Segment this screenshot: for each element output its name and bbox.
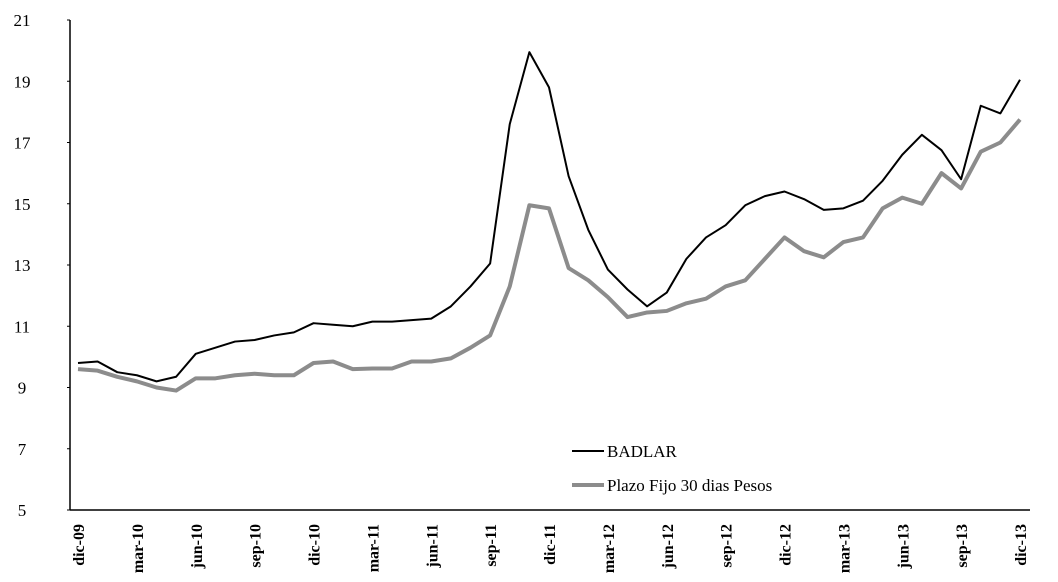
x-tick-label: dic-13 [1013,524,1030,566]
legend-label: Plazo Fijo 30 dias Pesos [607,476,772,495]
legend-label: BADLAR [607,442,678,461]
x-tick-label: dic-10 [307,524,324,566]
y-tick-label: 7 [18,440,27,459]
y-tick-label: 5 [18,501,27,520]
y-tick-label: 9 [18,379,27,398]
line-series [77,51,1021,383]
y-tick-label: 13 [14,256,31,275]
x-tick-label: dic-11 [542,524,559,565]
x-tick-label: sep-10 [248,524,265,568]
x-tick-label: dic-09 [71,524,88,566]
x-tick-label: sep-12 [719,524,736,568]
x-tick-label: jun-13 [895,524,912,569]
y-tick-label: 21 [14,11,31,30]
x-tick-label: sep-11 [483,524,500,567]
x-tick-label: mar-10 [130,524,147,573]
x-tick-label: dic-12 [778,524,795,566]
x-tick-label: jun-11 [424,524,441,569]
x-tick-label: jun-10 [189,524,206,569]
x-tick-label: mar-12 [601,524,618,573]
y-tick-label: 15 [14,195,31,214]
x-tick-label: sep-13 [954,524,971,568]
line-series [77,118,1022,393]
y-tick-label: 19 [14,72,31,91]
x-tick-label: mar-13 [836,524,853,573]
y-tick-label: 11 [14,317,30,336]
y-tick-label: 17 [14,134,32,153]
x-tick-label: jun-12 [660,524,677,569]
x-tick-label: mar-11 [365,524,382,572]
